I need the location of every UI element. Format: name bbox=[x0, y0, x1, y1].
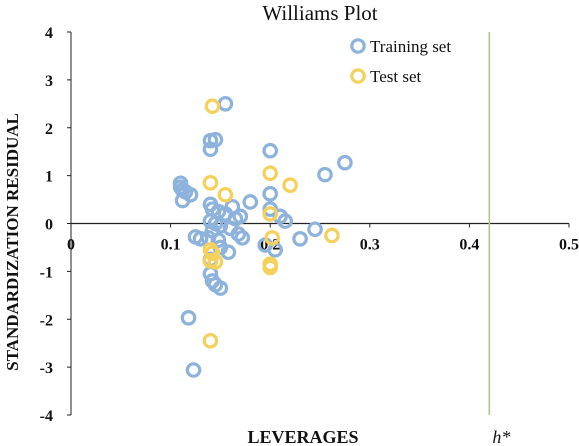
legend-marker bbox=[350, 38, 366, 54]
y-tick-label: 2 bbox=[45, 121, 53, 138]
data-point bbox=[317, 166, 333, 183]
legend-marker bbox=[350, 68, 366, 84]
test-set-series bbox=[202, 98, 340, 349]
data-point bbox=[262, 142, 278, 159]
y-tick-label: 0 bbox=[45, 217, 53, 234]
data-point bbox=[202, 332, 219, 349]
data-point bbox=[277, 213, 293, 229]
data-point bbox=[234, 230, 251, 246]
data-point bbox=[204, 245, 221, 261]
chart-title: Williams Plot bbox=[262, 1, 377, 25]
data-point bbox=[202, 141, 219, 158]
points-layer bbox=[172, 96, 353, 378]
legend-label: Training set bbox=[370, 37, 451, 56]
x-axis: 0 0.1 0.2 0.3 0.4 0.5 bbox=[67, 222, 579, 254]
data-point bbox=[262, 165, 278, 182]
data-point bbox=[202, 175, 219, 191]
data-point bbox=[262, 259, 278, 276]
data-point bbox=[262, 206, 278, 222]
data-point bbox=[174, 192, 191, 209]
y-axis: 4 3 2 1 0 -1 -2 -3 -4 bbox=[40, 25, 72, 425]
data-point bbox=[264, 230, 280, 246]
x-tick-label: 0.4 bbox=[459, 237, 479, 254]
legend: Training set Test set bbox=[350, 37, 451, 86]
y-tick-label: -3 bbox=[40, 360, 53, 377]
x-tick-label: 0 bbox=[67, 237, 75, 254]
y-tick-label: 1 bbox=[45, 169, 53, 186]
data-point bbox=[180, 310, 197, 326]
data-point bbox=[185, 362, 202, 378]
y-tick-label: 4 bbox=[45, 25, 53, 42]
data-point bbox=[207, 253, 224, 270]
legend-label: Test set bbox=[370, 67, 421, 86]
y-tick-label: 3 bbox=[45, 73, 53, 90]
data-point bbox=[192, 231, 209, 247]
y-tick-label: -2 bbox=[40, 312, 53, 329]
threshold-label: h* bbox=[492, 427, 510, 446]
x-tick-label: 0.5 bbox=[559, 237, 579, 254]
data-point bbox=[204, 98, 221, 115]
data-point bbox=[324, 227, 340, 244]
data-point bbox=[210, 232, 227, 249]
data-point bbox=[307, 221, 323, 238]
data-point bbox=[337, 154, 353, 171]
y-axis-label: STANDARDIZATION RESIDUAL bbox=[3, 113, 22, 371]
threshold-group: h* bbox=[488, 32, 510, 446]
data-point bbox=[292, 231, 308, 247]
data-point bbox=[282, 177, 298, 193]
data-point bbox=[217, 186, 234, 203]
training-set-series bbox=[172, 96, 353, 378]
data-point bbox=[217, 96, 234, 112]
data-point bbox=[220, 244, 237, 261]
data-point bbox=[262, 201, 278, 217]
y-tick-label: -1 bbox=[40, 264, 53, 281]
data-point bbox=[262, 186, 278, 202]
x-tick-label: 0.3 bbox=[360, 237, 380, 254]
x-axis-label: LEVERAGES bbox=[247, 427, 358, 446]
data-point bbox=[212, 280, 229, 296]
y-tick-label: -4 bbox=[40, 408, 53, 425]
data-point bbox=[242, 194, 259, 210]
x-tick-label: 0.1 bbox=[161, 237, 181, 254]
